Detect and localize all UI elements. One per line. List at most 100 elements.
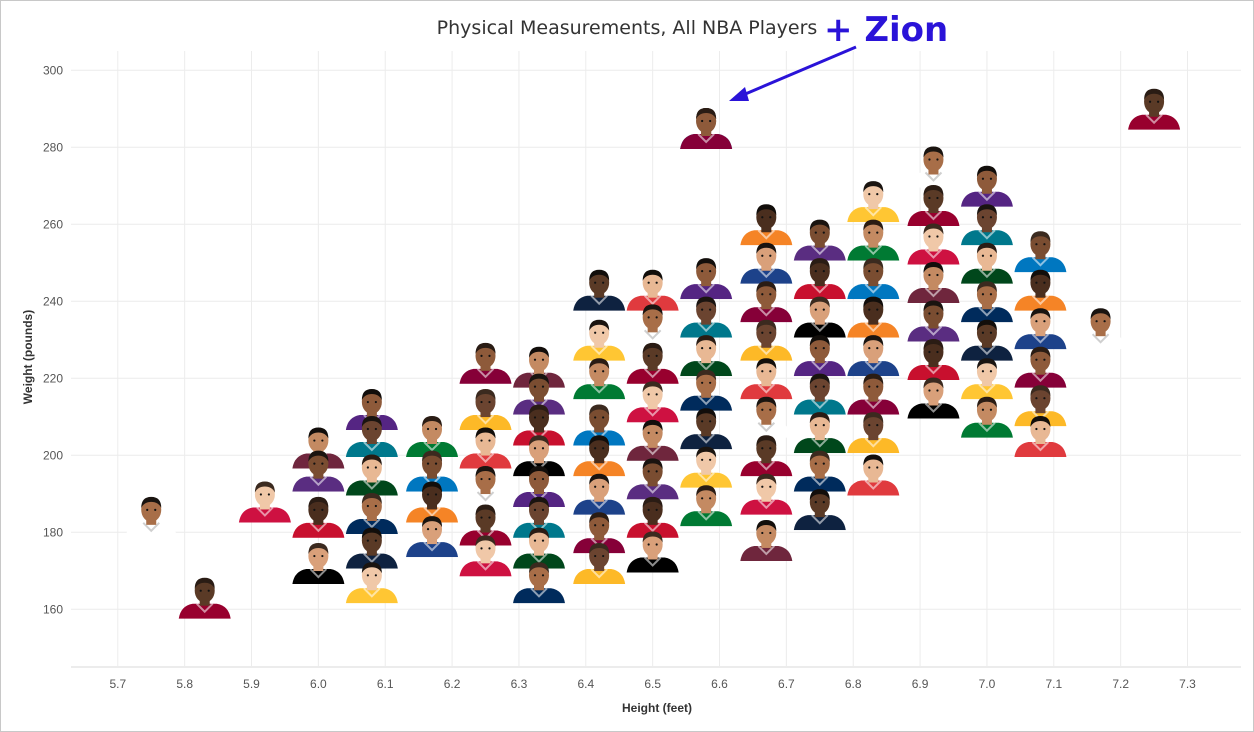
x-tick-label: 5.8: [176, 677, 193, 691]
player-markers: [125, 88, 1181, 619]
player-marker: [459, 535, 512, 577]
player-marker: [680, 296, 733, 338]
x-tick-label: 6.8: [845, 677, 862, 691]
y-tick-label: 280: [43, 140, 63, 154]
player-marker: [847, 181, 900, 223]
player-marker: [960, 281, 1013, 323]
player-marker: [125, 496, 178, 538]
player-marker: [1074, 308, 1127, 350]
player-marker: [907, 146, 960, 188]
player-marker: [1014, 308, 1067, 350]
player-marker: [847, 412, 900, 454]
player-marker: [1014, 231, 1067, 273]
player-marker: [907, 223, 960, 265]
x-tick-label: 6.7: [778, 677, 795, 691]
x-tick-label: 6.3: [511, 677, 528, 691]
player-marker: [793, 335, 846, 377]
player-marker: [740, 435, 793, 477]
y-axis-title: Weight (pounds): [21, 310, 35, 404]
player-marker: [847, 219, 900, 261]
player-marker: [406, 481, 459, 523]
player-marker: [178, 577, 231, 619]
player-marker: [907, 377, 960, 419]
player-marker: [459, 427, 512, 469]
player-marker: [907, 339, 960, 380]
player-marker: [960, 204, 1013, 246]
x-tick-label: 7.2: [1112, 677, 1129, 691]
x-tick-label: 5.9: [243, 677, 260, 691]
player-marker: [740, 242, 793, 284]
player-marker: [793, 489, 846, 531]
y-tick-label: 220: [43, 371, 63, 385]
player-marker: [573, 543, 626, 585]
player-marker: [345, 527, 398, 569]
x-tick-label: 6.2: [444, 677, 461, 691]
player-marker: [847, 335, 900, 377]
player-marker: [626, 381, 679, 423]
player-marker: [740, 204, 793, 246]
x-tick-label: 6.1: [377, 677, 394, 691]
player-marker: [740, 281, 793, 323]
player-marker: [573, 269, 626, 311]
player-marker: [626, 269, 679, 311]
player-marker: [626, 458, 679, 500]
player-marker: [907, 185, 960, 226]
player-marker: [1128, 88, 1181, 130]
player-marker: [793, 412, 846, 454]
player-marker: [680, 369, 733, 411]
player-marker: [793, 219, 846, 261]
x-tick-label: 7.1: [1045, 677, 1062, 691]
player-marker: [793, 450, 846, 492]
player-marker: [573, 319, 626, 361]
player-marker: [345, 454, 398, 496]
x-axis-title: Height (feet): [622, 701, 692, 715]
player-marker: [680, 335, 733, 377]
annotation-arrow-head: [729, 87, 749, 101]
y-tick-label: 260: [43, 217, 63, 231]
x-tick-label: 6.0: [310, 677, 327, 691]
x-tick-label: 6.5: [644, 677, 661, 691]
player-marker: [793, 373, 846, 415]
player-marker: [740, 473, 793, 515]
player-marker: [680, 446, 733, 488]
player-marker: [793, 258, 846, 300]
player-marker: [406, 516, 459, 558]
player-marker: [847, 296, 900, 338]
player-marker: [1014, 269, 1067, 311]
player-marker: [740, 396, 793, 438]
axis-ticks: 5.7 5.8 5.9 6.0 6.1 6.2 6.3 6.4 6.5 6.6 6.7 6.8 6.9 7…: [43, 63, 1196, 691]
player-marker: [573, 358, 626, 400]
y-tick-label: 240: [43, 294, 63, 308]
player-marker: [740, 319, 793, 361]
player-marker: [626, 304, 679, 346]
player-marker: [626, 419, 679, 461]
annotation-arrow-line: [742, 45, 857, 97]
player-marker: [406, 416, 459, 457]
zion-annotation: + Zion: [729, 10, 948, 101]
player-marker: [626, 496, 679, 538]
chart-title: Physical Measurements, All NBA Players: [437, 17, 818, 39]
player-marker: [573, 404, 626, 446]
x-tick-label: 6.9: [912, 677, 929, 691]
player-marker: [513, 562, 565, 604]
x-tick-label: 7.0: [979, 677, 996, 691]
y-tick-label: 160: [43, 602, 63, 616]
player-marker: [680, 258, 733, 300]
x-tick-label: 6.4: [577, 677, 594, 691]
annotation-text: + Zion: [824, 10, 948, 50]
player-marker: [907, 262, 960, 303]
player-marker: [960, 358, 1013, 400]
player-marker: [459, 389, 512, 431]
player-marker: [345, 416, 398, 457]
player-marker: [1014, 346, 1067, 388]
y-tick-label: 180: [43, 525, 63, 539]
player-marker: [960, 396, 1013, 438]
x-tick-label: 5.7: [109, 677, 126, 691]
player-marker: [573, 473, 626, 515]
player-marker: [292, 543, 345, 585]
player-marker: [847, 258, 900, 300]
player-marker: [573, 435, 626, 477]
y-tick-label: 200: [43, 448, 63, 462]
